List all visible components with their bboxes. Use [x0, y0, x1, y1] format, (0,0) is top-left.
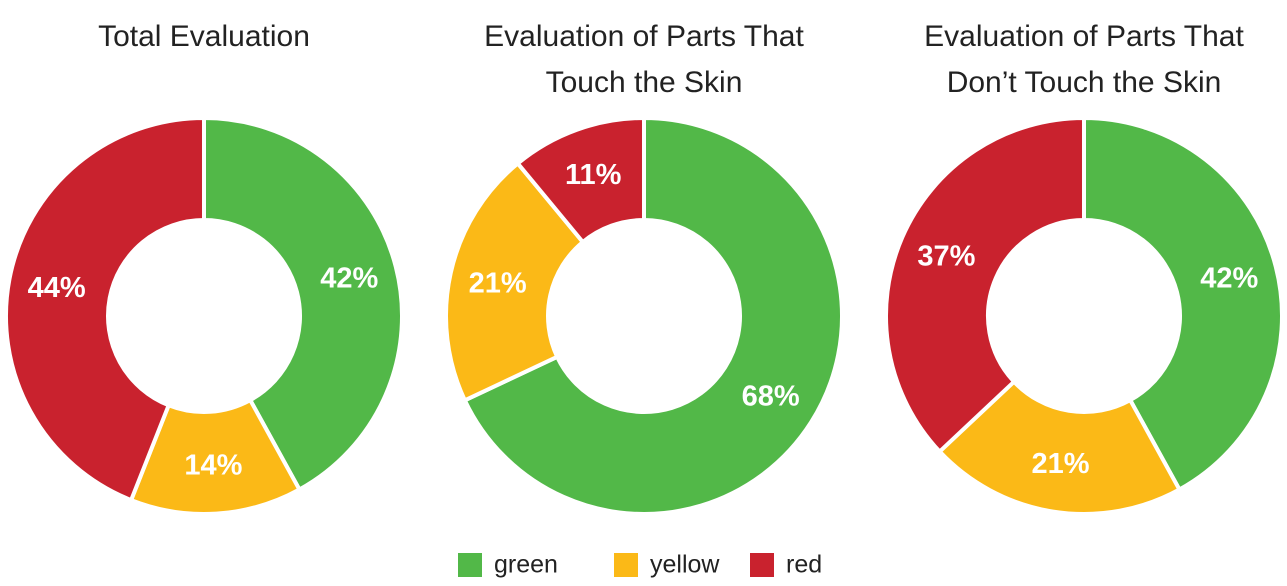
legend-label-green: green — [494, 551, 558, 579]
chart-title-line: Evaluation of Parts That — [924, 20, 1244, 53]
legend-swatch-green — [458, 553, 482, 577]
slice-label-green: 68% — [742, 380, 800, 412]
donut-slices — [883, 115, 1284, 516]
slice-green — [202, 115, 404, 493]
slice-green — [1082, 115, 1284, 493]
slice-green — [462, 115, 844, 516]
legend-swatch-red — [750, 553, 774, 577]
slice-yellow — [936, 378, 1183, 516]
slice-label-yellow: 21% — [1032, 448, 1090, 480]
slice-yellow — [444, 160, 586, 403]
slice-label-yellow: 14% — [184, 450, 242, 482]
donut-slices — [444, 115, 844, 516]
legend-label-yellow: yellow — [650, 551, 720, 579]
chart-title-line: Evaluation of Parts That — [484, 20, 804, 53]
chart-parts-touch-skin: Evaluation of Parts That Touch the Skin 68… — [444, 20, 844, 516]
legend: green yellow red — [458, 551, 822, 579]
slice-labels: 42% 21% 37% — [917, 240, 1258, 480]
chart-parts-dont-touch-skin: Evaluation of Parts That Don’t Touch the … — [883, 20, 1284, 516]
slice-label-red: 11% — [565, 159, 622, 191]
slice-red — [514, 115, 646, 245]
legend-swatch-yellow — [614, 553, 638, 577]
chart-title-line: Total Evaluation — [98, 20, 310, 53]
slice-label-green: 42% — [1200, 263, 1258, 295]
slice-labels: 68% 21% 11% — [469, 159, 800, 413]
chart-total-evaluation: Total Evaluation 42% 14% 44% — [4, 20, 404, 516]
legend-label-red: red — [786, 551, 822, 579]
slice-red — [883, 115, 1086, 455]
slice-red — [4, 115, 206, 503]
slice-labels: 42% 14% 44% — [28, 263, 379, 482]
slice-label-green: 42% — [320, 263, 378, 295]
slice-label-red: 44% — [28, 272, 86, 304]
chart-title-line: Touch the Skin — [546, 66, 743, 99]
slice-label-red: 37% — [917, 240, 975, 272]
slice-label-yellow: 21% — [469, 267, 527, 299]
chart-title-line: Don’t Touch the Skin — [947, 66, 1222, 99]
donut-slices — [4, 115, 404, 516]
